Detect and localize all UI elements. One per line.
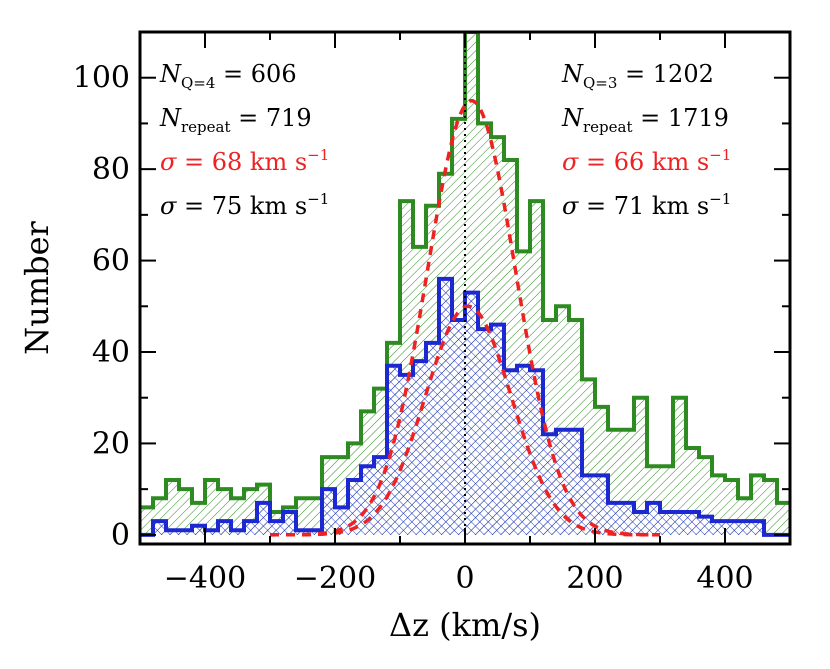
annotation-left-0: NQ=4 = 606 <box>159 60 297 92</box>
hist-bar-0-0 <box>140 507 153 535</box>
hist-bar-1-28 <box>504 370 517 535</box>
annotation-left-1: Nrepeat = 719 <box>159 104 312 136</box>
hist-bar-1-1 <box>153 521 166 535</box>
annotation-right-2: σ = 66 km s−1 <box>562 146 731 176</box>
hist-bar-1-44 <box>712 521 725 535</box>
hist-bar-1-5 <box>205 530 218 535</box>
hist-bar-1-7 <box>231 530 244 535</box>
hist-bar-1-27 <box>491 324 504 535</box>
hist-bar-1-37 <box>621 502 634 535</box>
hist-bar-1-24 <box>452 320 465 535</box>
hist-bar-0-12 <box>296 498 309 535</box>
hist-bar-1-22 <box>426 342 439 535</box>
hist-bar-1-4 <box>192 525 205 535</box>
hist-bar-0-7 <box>231 498 244 535</box>
annotation-right-3: σ = 71 km s−1 <box>562 190 731 220</box>
x-axis-label: Δz (km/s) <box>389 606 541 644</box>
hist-bar-1-6 <box>218 521 231 535</box>
hist-bar-1-35 <box>595 475 608 535</box>
y-tick-label: 20 <box>92 426 130 461</box>
hist-bar-0-49 <box>777 502 790 535</box>
hist-bar-1-33 <box>569 429 582 535</box>
hist-bar-0-5 <box>205 480 218 535</box>
hist-step-line-1 <box>140 276 790 537</box>
hist-bar-1-10 <box>270 521 283 535</box>
hist-bar-1-25 <box>465 292 478 535</box>
hist-bar-1-39 <box>647 502 660 535</box>
x-tick-label: 400 <box>696 561 753 596</box>
hist-bar-1-9 <box>257 502 270 535</box>
hist-bar-0-13 <box>309 498 322 535</box>
x-tick-label: −200 <box>294 561 376 596</box>
hist-bar-0-3 <box>179 489 192 535</box>
y-axis-label: Number <box>18 220 56 354</box>
y-tick-label: 100 <box>73 61 130 96</box>
y-tick-label: 60 <box>92 244 130 279</box>
annotation-left-2: σ = 68 km s−1 <box>160 146 329 176</box>
annotation-right-1: Nrepeat = 1719 <box>561 104 729 136</box>
y-tick-label: 80 <box>92 152 130 187</box>
hist-bar-1-45 <box>725 521 738 535</box>
hist-bar-1-41 <box>673 512 686 535</box>
hist-bar-1-2 <box>166 530 179 535</box>
hist-bar-1-31 <box>543 434 556 535</box>
hist-bar-0-2 <box>166 480 179 535</box>
hist-bar-1-36 <box>608 502 621 535</box>
hist-bar-1-47 <box>751 521 764 535</box>
hist-bar-1-16 <box>348 480 361 535</box>
hist-bar-1-11 <box>283 512 296 535</box>
x-tick-label: −400 <box>164 561 246 596</box>
hist-bar-1-43 <box>699 516 712 535</box>
hist-bar-1-14 <box>322 489 335 535</box>
x-tick-label: 200 <box>566 561 623 596</box>
hist-bar-1-29 <box>517 365 530 535</box>
hist-bar-0-41 <box>673 397 686 535</box>
hist-bar-1-8 <box>244 521 257 535</box>
hist-bar-1-18 <box>374 457 387 535</box>
hist-bar-1-26 <box>478 329 491 535</box>
hist-bar-1-13 <box>309 530 322 535</box>
y-tick-label: 40 <box>92 335 130 370</box>
hist-bar-1-3 <box>179 530 192 535</box>
hist-bar-0-48 <box>764 480 777 535</box>
hist-bar-1-12 <box>296 530 309 535</box>
hist-bar-1-21 <box>413 361 426 535</box>
hist-bar-1-42 <box>686 512 699 535</box>
annotation-right-0: NQ=3 = 1202 <box>561 60 714 92</box>
hist-bar-1-40 <box>660 512 673 535</box>
y-tick-label: 0 <box>111 518 130 553</box>
annotation-left-3: σ = 75 km s−1 <box>160 190 329 220</box>
hist-bar-1-38 <box>634 512 647 535</box>
hist-bar-0-38 <box>634 397 647 535</box>
hist-bar-1-46 <box>738 521 751 535</box>
x-tick-label: 0 <box>455 561 474 596</box>
hist-bar-1-30 <box>530 370 543 535</box>
hist-bar-1-34 <box>582 475 595 535</box>
hist-bar-1-15 <box>335 507 348 535</box>
